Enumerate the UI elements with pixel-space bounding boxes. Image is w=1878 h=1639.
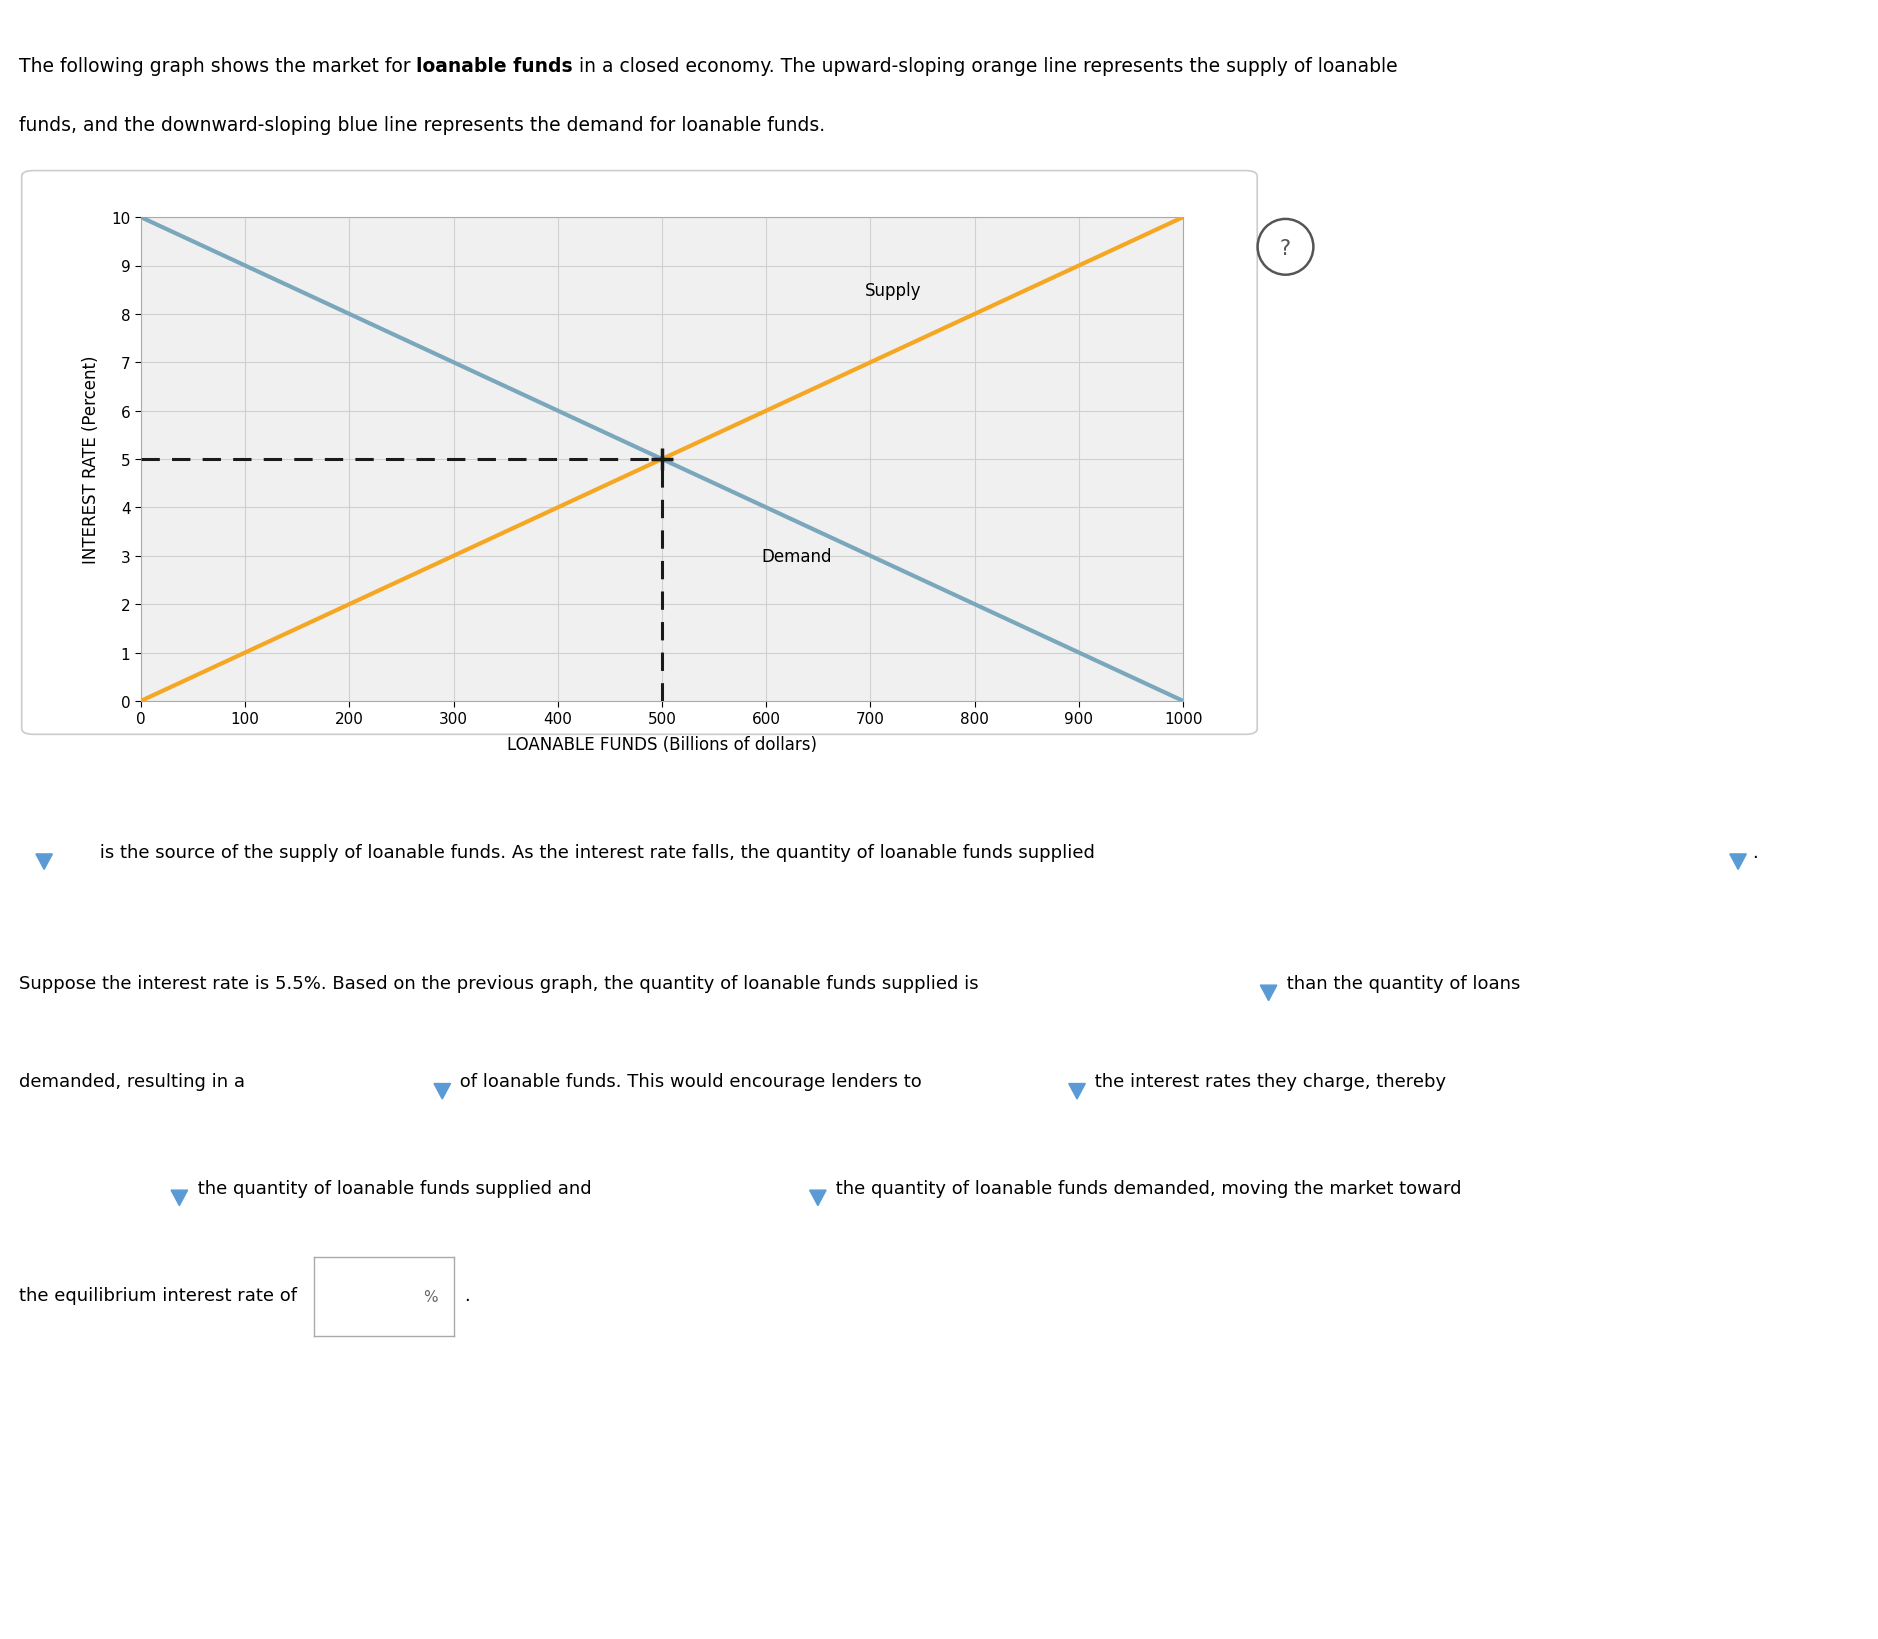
Text: in a closed economy. The upward-sloping orange line represents the supply of loa: in a closed economy. The upward-sloping …: [573, 57, 1397, 77]
Text: the interest rates they charge, thereby: the interest rates they charge, thereby: [1089, 1074, 1446, 1090]
Y-axis label: INTEREST RATE (Percent): INTEREST RATE (Percent): [83, 356, 100, 564]
Text: Demand: Demand: [761, 547, 832, 565]
Text: funds, and the downward-sloping blue line represents the demand for loanable fun: funds, and the downward-sloping blue lin…: [19, 116, 824, 134]
Text: The following graph shows the market for: The following graph shows the market for: [19, 57, 417, 77]
Polygon shape: [809, 1190, 826, 1206]
Polygon shape: [1260, 985, 1277, 1001]
Text: Supply: Supply: [866, 282, 922, 300]
Text: Suppose the interest rate is 5.5%. Based on the previous graph, the quantity of : Suppose the interest rate is 5.5%. Based…: [19, 975, 978, 992]
Polygon shape: [171, 1190, 188, 1206]
Text: the quantity of loanable funds supplied and: the quantity of loanable funds supplied …: [192, 1180, 592, 1196]
Text: of loanable funds. This would encourage lenders to: of loanable funds. This would encourage …: [454, 1074, 922, 1090]
Text: than the quantity of loans: than the quantity of loans: [1281, 975, 1519, 992]
X-axis label: LOANABLE FUNDS (Billions of dollars): LOANABLE FUNDS (Billions of dollars): [507, 736, 817, 754]
Polygon shape: [36, 854, 53, 870]
Text: is the source of the supply of loanable funds. As the interest rate falls, the q: is the source of the supply of loanable …: [94, 844, 1095, 860]
Text: %: %: [423, 1288, 438, 1305]
Text: .: .: [1752, 844, 1758, 860]
Polygon shape: [1730, 854, 1747, 870]
Text: demanded, resulting in a: demanded, resulting in a: [19, 1074, 244, 1090]
Text: the quantity of loanable funds demanded, moving the market toward: the quantity of loanable funds demanded,…: [830, 1180, 1461, 1196]
FancyBboxPatch shape: [23, 172, 1256, 734]
Polygon shape: [1069, 1083, 1085, 1100]
Text: .: .: [464, 1287, 470, 1303]
Text: loanable funds: loanable funds: [417, 57, 573, 77]
Text: the equilibrium interest rate of: the equilibrium interest rate of: [19, 1287, 297, 1303]
Polygon shape: [434, 1083, 451, 1100]
Text: ?: ?: [1281, 239, 1290, 259]
